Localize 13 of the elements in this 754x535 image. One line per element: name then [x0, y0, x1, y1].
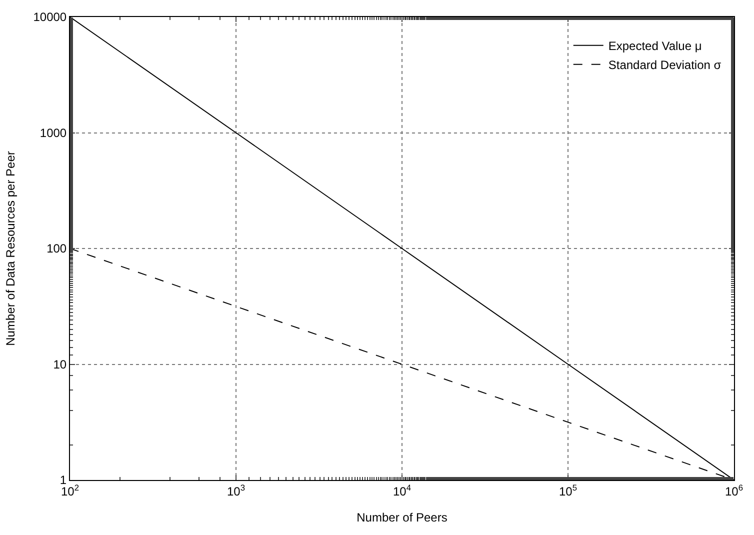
legend-label: Standard Deviation σ: [608, 58, 722, 72]
y-tick-label: 1: [60, 473, 67, 488]
y-tick-label: 1000: [40, 126, 67, 140]
x-tick-label: 10$^{4}$: [392, 482, 412, 498]
x-tick-label: 10$^{6}$: [724, 482, 744, 498]
y-axis-title: Number of Data Resources per Peer: [4, 151, 18, 346]
x-tick-label: 10$^{5}$: [558, 482, 578, 498]
y-tick-label: 10: [53, 357, 67, 372]
x-tick-label: 10$^{3}$: [226, 482, 246, 498]
legend-label: Expected Value μ: [608, 39, 702, 54]
y-tick-label: 100: [46, 242, 67, 256]
x-axis-title: Number of Peers: [356, 510, 448, 524]
y-tick-label: 10000: [33, 10, 67, 24]
